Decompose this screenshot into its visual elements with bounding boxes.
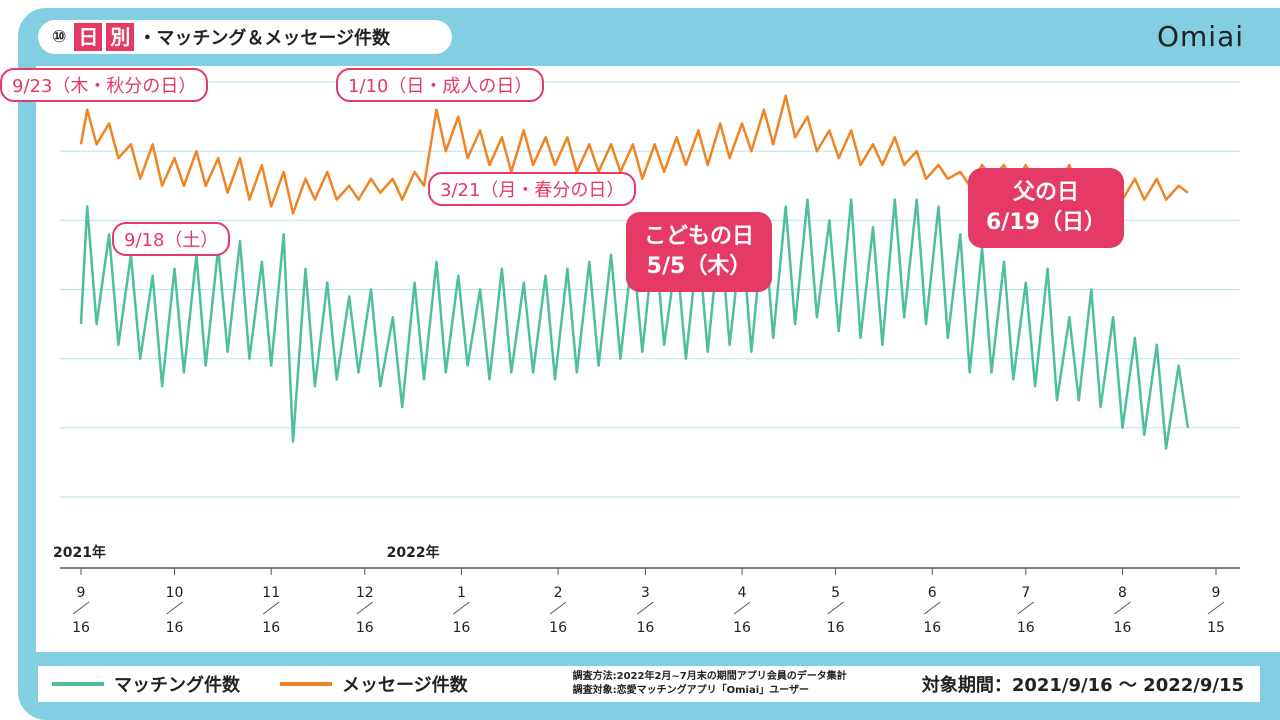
tick-slash: [1207, 601, 1225, 615]
tick-month: 9: [77, 585, 86, 601]
title-number: ⑩: [52, 27, 67, 47]
tick-month: 11: [262, 585, 280, 601]
year-label: 2021年: [53, 544, 106, 561]
legend-message: メッセージ件数: [280, 671, 468, 697]
survey-method: 調査方法:2022年2月~7月末の期間アプリ会員のデータ集計: [572, 671, 847, 682]
childrens-day-label: こどもの日: [644, 224, 755, 249]
tick-day: 16: [827, 620, 845, 636]
tick-slash: [827, 601, 844, 615]
footer: マッチング件数 メッセージ件数 調査方法:2022年2月~7月末の期間アプリ会員…: [38, 666, 1260, 702]
annotation-3-21: 3/21（月・春分の日）: [428, 172, 637, 206]
tick-slash: [923, 601, 941, 615]
tick-month: 10: [166, 585, 184, 601]
tick-month: 3: [641, 585, 650, 601]
tick-slash: [262, 601, 280, 615]
fathers-day-label: 父の日: [1012, 180, 1079, 205]
tick-month: 4: [738, 585, 747, 601]
tick-day: 16: [549, 620, 567, 636]
tick-slash: [1114, 601, 1131, 615]
tick-month: 8: [1118, 585, 1127, 601]
annotation-9-18: 9/18（土）: [112, 222, 231, 256]
legend-label: マッチング件数: [114, 675, 240, 696]
tick-slash: [453, 601, 470, 615]
tick-month: 7: [1021, 585, 1030, 601]
childrens-day-date: 5/5（木）: [646, 254, 752, 279]
tick-day: 15: [1207, 620, 1225, 636]
omiai-logo: Omiai: [1156, 20, 1244, 53]
title-box-2: 別: [106, 23, 135, 51]
survey-target: 調査対象:恋愛マッチングアプリ「Omiai」ユーザー: [572, 685, 809, 696]
tick-day: 16: [636, 620, 654, 636]
tick-slash: [549, 601, 567, 615]
legend-label: メッセージ件数: [342, 675, 468, 696]
tick-day: 16: [166, 620, 184, 636]
tick-month: 9: [1212, 585, 1221, 601]
title-text: ・マッチング＆メッセージ件数: [138, 28, 391, 49]
tick-day: 16: [733, 620, 751, 636]
tick-day: 16: [1017, 620, 1035, 636]
tick-slash: [637, 601, 654, 615]
tick-slash: [733, 601, 751, 615]
tick-day: 16: [1114, 620, 1132, 636]
chart-title: ⑩ 日 別 ・マッチング＆メッセージ件数: [38, 20, 452, 54]
annotation-1-10: 1/10（日・成人の日）: [336, 68, 545, 102]
tick-month: 5: [831, 585, 840, 601]
tick-slash: [1017, 601, 1035, 615]
tick-day: 16: [923, 620, 941, 636]
tick-slash: [356, 601, 374, 615]
tick-month: 12: [356, 585, 374, 601]
tick-slash: [166, 601, 183, 615]
legend-swatch-matching: [52, 682, 104, 686]
tick-day: 16: [452, 620, 470, 636]
annotation-childrens-day: こどもの日 5/5（木）: [626, 212, 773, 292]
fathers-day-date: 6/19（日）: [986, 210, 1106, 235]
tick-month: 6: [928, 585, 937, 601]
survey-note: 調査方法:2022年2月~7月末の期間アプリ会員のデータ集計 調査対象:恋愛マッチ…: [573, 670, 847, 698]
legend-swatch-message: [280, 682, 332, 686]
tick-day: 16: [356, 620, 374, 636]
year-label: 2022年: [387, 544, 440, 561]
legend-matching: マッチング件数: [52, 671, 240, 697]
survey-period: 対象期間：2021/9/16 ～ 2022/9/15: [921, 675, 1244, 696]
annotation-fathers-day: 父の日 6/19（日）: [968, 168, 1124, 248]
series-line-message: [79, 94, 1189, 215]
tick-month: 2: [554, 585, 563, 601]
title-box-1: 日: [74, 23, 103, 51]
annotation-9-23: 9/23（木・秋分の日）: [0, 68, 209, 102]
tick-day: 16: [262, 620, 280, 636]
tick-month: 1: [457, 585, 466, 601]
tick-slash: [72, 601, 90, 615]
tick-day: 16: [72, 620, 90, 636]
